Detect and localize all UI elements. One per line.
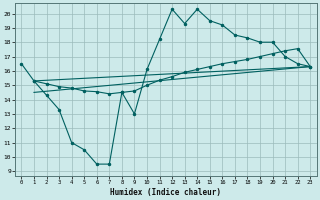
X-axis label: Humidex (Indice chaleur): Humidex (Indice chaleur)	[110, 188, 221, 197]
